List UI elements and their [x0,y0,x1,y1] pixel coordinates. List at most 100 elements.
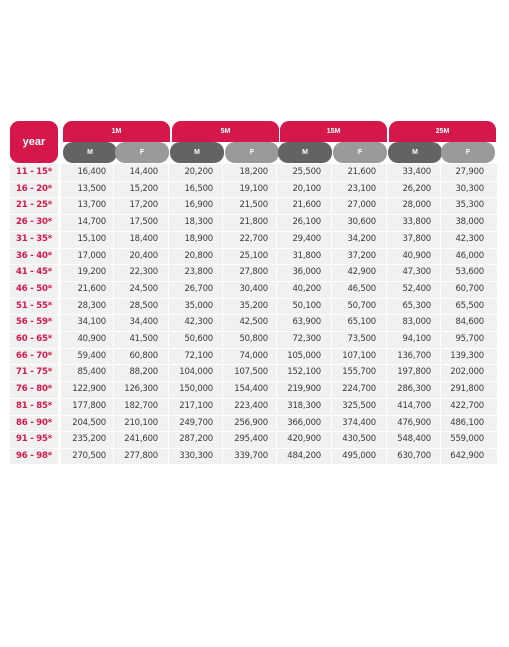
age-range-cell: 36 - 40* [16,250,52,261]
premium-cell: 34,100 [77,317,106,328]
row-separator [10,247,497,249]
table-row: 91 - 95* 235,200 241,600 287,200 295,400 420,… [10,431,497,447]
premium-cell: 28,000 [402,200,431,211]
premium-cell: 422,700 [450,400,484,411]
premium-cell: 15,100 [77,233,106,244]
male-header: M [278,142,332,163]
premium-cell: 30,300 [455,183,484,194]
premium-cell: 17,000 [77,250,106,261]
premium-cell: 366,000 [287,417,321,428]
premium-cell: 177,800 [72,400,106,411]
age-range-cell: 26 - 30* [16,217,52,228]
age-range-cell: 81 - 85* [16,400,52,411]
premium-cell: 24,500 [129,283,158,294]
male-header: M [63,142,117,163]
table-row: 60 - 65* 40,900 41,500 50,600 50,800 72,300 73… [10,331,497,347]
female-header: F [441,142,495,163]
premium-cell: 63,900 [292,317,321,328]
premium-cell: 325,500 [342,400,376,411]
premium-cell: 26,700 [184,283,213,294]
premium-cell: 34,400 [129,317,158,328]
premium-cell: 21,500 [239,200,268,211]
table-row: 41 - 45* 19,200 22,300 23,800 27,800 36,000 42… [10,264,497,280]
premium-cell: 105,000 [287,350,321,361]
premium-cell: 29,400 [292,233,321,244]
premium-cell: 35,200 [239,300,268,311]
table-row: 66 - 70* 59,400 60,800 72,100 74,000 105,000 1… [10,348,497,364]
premium-cell: 107,100 [342,350,376,361]
age-range-cell: 96 - 98* [16,450,52,461]
age-range-cell: 91 - 95* [16,434,52,445]
age-range-cell: 21 - 25* [16,200,52,211]
row-separator [10,431,497,433]
premium-cell: 23,800 [184,267,213,278]
age-range-cell: 11 - 15* [16,167,52,177]
row-separator [10,197,497,199]
premium-cell: 21,600 [292,200,321,211]
male-header: M [170,142,224,163]
premium-cell: 30,600 [347,217,376,228]
premium-cell: 50,800 [239,334,268,344]
table-row: 76 - 80* 122,900 126,300 150,000 154,400 219,… [10,381,497,397]
table-row: 51 - 55* 28,300 28,500 35,000 35,200 50,100 50… [10,298,497,314]
premium-cell: 25,500 [292,167,321,177]
row-separator [10,447,497,449]
premium-cell: 95,700 [455,334,484,344]
premium-cell: 33,800 [402,217,431,228]
table-row: 56 - 59* 34,100 34,400 42,300 42,500 63,900 65… [10,314,497,330]
premium-cell: 204,500 [72,417,106,428]
age-range-cell: 46 - 50* [16,283,52,294]
premium-cell: 13,500 [77,183,106,194]
premium-cell: 65,100 [347,317,376,328]
premium-cell: 37,200 [347,250,376,261]
premium-cell: 295,400 [234,434,268,445]
premium-cell: 202,000 [450,367,484,378]
premium-cell: 21,600 [347,167,376,177]
premium-cell: 287,200 [179,434,213,445]
premium-cell: 210,100 [124,417,158,428]
premium-cell: 14,700 [77,217,106,228]
column-separator [222,164,223,464]
premium-cell: 318,300 [287,400,321,411]
premium-cell: 420,900 [287,434,321,445]
premium-cell: 40,900 [402,250,431,261]
premium-cell: 26,100 [292,217,321,228]
premium-cell: 16,400 [77,167,106,177]
premium-cell: 84,600 [455,317,484,328]
column-separator [386,164,387,464]
premium-cell: 16,500 [184,183,213,194]
premium-cell: 330,300 [179,450,213,461]
premium-cell: 72,100 [184,350,213,361]
premium-cell: 20,200 [184,167,213,177]
column-separator [113,164,114,464]
row-separator [10,230,497,232]
premium-cell: 72,300 [292,334,321,344]
year-header: year [10,121,58,163]
premium-cell: 150,000 [179,384,213,395]
column-separator [168,164,169,464]
premium-cell: 223,400 [234,400,268,411]
premium-cell: 152,100 [287,367,321,378]
plan-header-25m: 25M [389,121,496,142]
premium-cell: 88,200 [129,367,158,378]
premium-cell: 19,200 [77,267,106,278]
premium-cell: 155,700 [342,367,376,378]
premium-cell: 60,800 [129,350,158,361]
row-separator [10,331,497,332]
premium-cell: 74,000 [239,350,268,361]
premium-cell: 256,900 [234,417,268,428]
premium-cell: 107,500 [234,367,268,378]
age-range-cell: 41 - 45* [16,267,52,278]
premium-cell: 476,900 [397,417,431,428]
table-row: 46 - 50* 21,600 24,500 26,700 30,400 40,200 46… [10,281,497,297]
row-separator [10,414,497,416]
premium-cell: 430,500 [342,434,376,445]
age-range-cell: 16 - 20* [16,183,52,194]
premium-cell: 83,000 [402,317,431,328]
premium-cell: 59,400 [77,350,106,361]
age-range-cell: 56 - 59* [16,317,52,328]
premium-cell: 548,400 [397,434,431,445]
plan-header-15m: 15M [280,121,387,142]
premium-cell: 197,800 [397,367,431,378]
age-range-cell: 60 - 65* [16,334,52,344]
